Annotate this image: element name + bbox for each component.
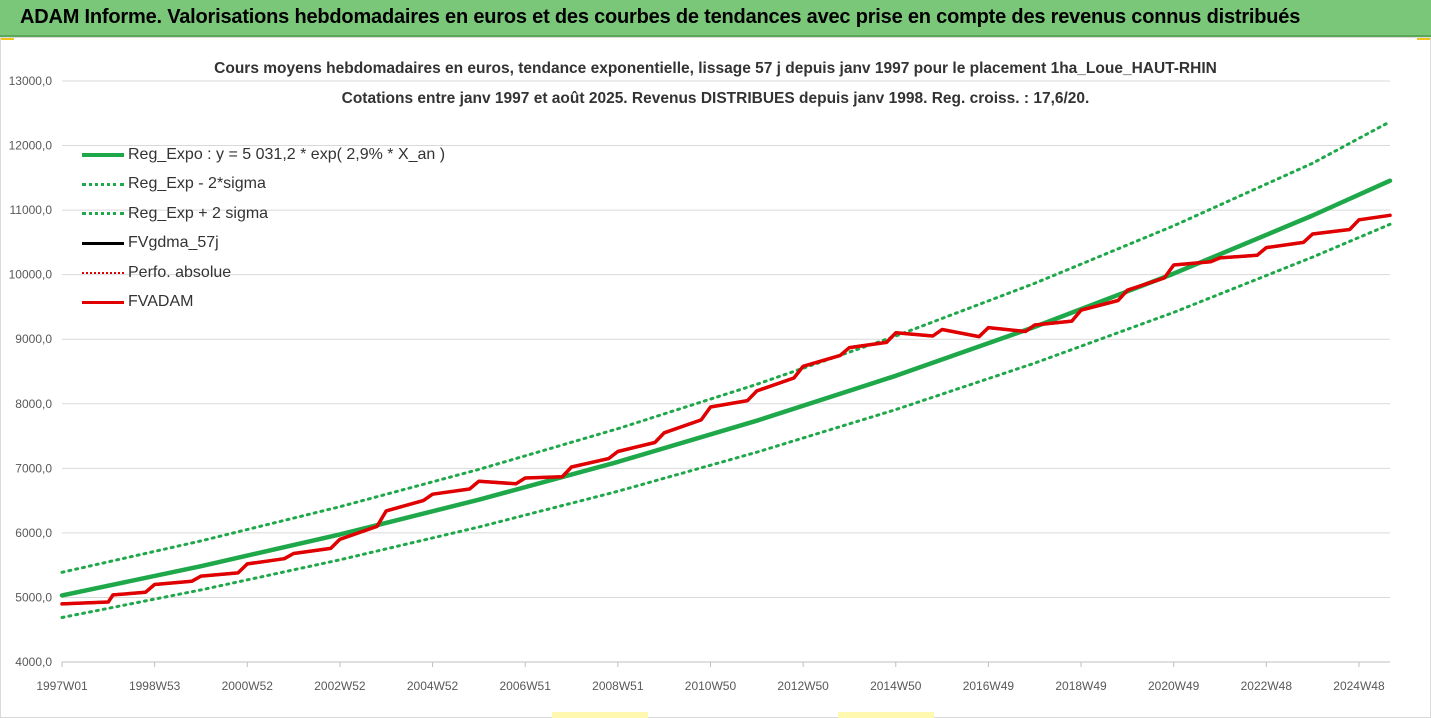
x-tick-label: 2002W52 [314,679,366,693]
legend-label: FVADAM [128,293,194,311]
legend-label: Reg_Exp - 2*sigma [128,175,266,193]
x-tick-label: 2020W49 [1148,679,1200,693]
y-tick-label: 7000,0 [15,461,52,475]
chart-subtitle: Cotations entre janv 1997 et août 2025. … [341,90,1090,107]
x-tick-label: 2006W51 [500,679,552,693]
y-tick-label: 11000,0 [10,203,53,217]
series-line [60,120,1392,574]
bottom-tab-marker [838,712,934,718]
x-tick-label: 1998W53 [129,679,181,693]
y-tick-label: 10000,0 [9,268,53,282]
legend-label: FVgdma_57j [128,234,219,252]
y-axis: 4000,0 5000,0 6000,0 7000,0 8000,0 9000,0 1000… [9,74,53,669]
legend-swatch [82,152,124,157]
x-tick-label: 2004W52 [407,679,459,693]
y-tick-label: 4000,0 [15,655,52,669]
legend-swatch [82,300,124,304]
x-tick-label: 2014W50 [870,679,922,693]
x-tick-label: 2016W49 [963,679,1015,693]
series-line [60,213,1392,606]
x-tick-label: 1997W01 [36,679,88,693]
chart-title: Cours moyens hebdomadaires en euros, ten… [214,60,1217,77]
series-line [60,222,1392,619]
bottom-tab-marker [552,712,648,718]
legend-label: Reg_Expo : y = 5 031,2 * exp( 2,9% * X_a… [128,145,446,163]
legend-item: FVADAM [82,288,445,318]
header-banner: ADAM Informe. Valorisations hebdomadaire… [0,0,1431,37]
legend-swatch [82,241,124,245]
y-tick-label: 13000,0 [9,74,53,88]
x-axis: 1997W01 1998W53 2000W52 2002W52 2004W52 2006W… [36,661,1390,693]
x-tick-label: 2008W51 [592,679,644,693]
x-tick-label: 2012W50 [777,679,829,693]
legend-swatch [82,271,124,274]
legend-label: Perfo. absolue [128,263,232,281]
legend: Reg_Expo : y = 5 031,2 * exp( 2,9% * X_a… [82,140,445,317]
legend-swatch [82,182,124,186]
y-tick-label: 5000,0 [15,590,52,604]
x-tick-label: 2024W48 [1333,679,1385,693]
y-tick-label: 12000,0 [9,139,53,153]
series-line [59,178,1393,598]
legend-item: Perfo. absolue [82,258,445,288]
y-tick-label: 6000,0 [15,526,52,540]
series-lines [59,120,1393,619]
x-tick-label: 2000W52 [222,679,274,693]
legend-item: Reg_Exp + 2 sigma [82,199,445,229]
legend-item: FVgdma_57j [82,229,445,259]
x-tick-label: 2018W49 [1055,679,1107,693]
legend-item: Reg_Exp - 2*sigma [82,170,445,200]
x-tick-label: 2010W50 [685,679,737,693]
corner-marker-right [1417,37,1431,40]
legend-label: Reg_Exp + 2 sigma [128,204,269,222]
y-tick-label: 9000,0 [15,332,52,346]
legend-swatch [82,212,124,216]
legend-item: Reg_Expo : y = 5 031,2 * exp( 2,9% * X_a… [82,140,445,170]
corner-marker-left [0,37,14,40]
header-title: ADAM Informe. Valorisations hebdomadaire… [20,6,1301,28]
y-tick-label: 8000,0 [15,397,52,411]
x-tick-label: 2022W48 [1241,679,1293,693]
